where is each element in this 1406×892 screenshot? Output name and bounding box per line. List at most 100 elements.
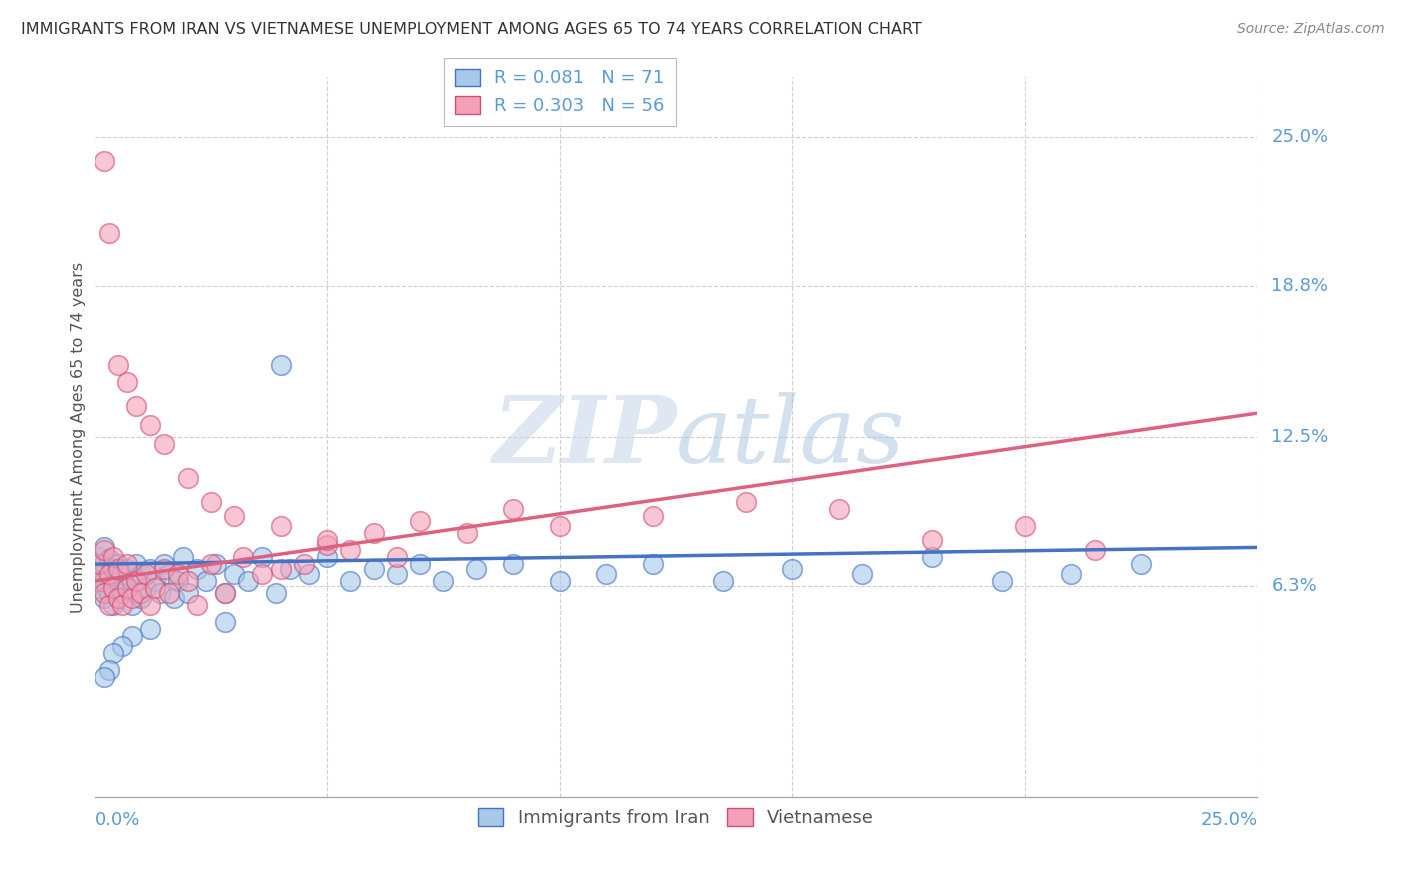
Point	[139, 562, 162, 576]
Point	[176, 574, 198, 588]
Text: 0.0%: 0.0%	[94, 811, 141, 830]
Point	[143, 574, 166, 588]
Point	[163, 591, 186, 605]
Text: 18.8%: 18.8%	[1271, 277, 1329, 295]
Point	[121, 591, 143, 605]
Point	[153, 437, 176, 451]
Point	[93, 541, 115, 555]
Point	[195, 574, 218, 588]
Point	[502, 558, 524, 572]
Point	[89, 558, 111, 572]
Point	[921, 549, 943, 564]
Point	[270, 562, 292, 576]
Point	[101, 646, 124, 660]
Point	[111, 598, 134, 612]
Point	[125, 399, 148, 413]
Point	[316, 533, 339, 548]
Point	[250, 549, 273, 564]
Point	[89, 574, 111, 588]
Point	[153, 558, 176, 572]
Text: atlas: atlas	[676, 392, 905, 482]
Point	[385, 549, 408, 564]
Point	[828, 502, 851, 516]
Point	[97, 227, 120, 241]
Point	[129, 591, 152, 605]
Point	[385, 566, 408, 581]
Point	[143, 581, 166, 595]
Point	[172, 549, 194, 564]
Point	[139, 598, 162, 612]
Point	[157, 566, 180, 581]
Point	[167, 574, 190, 588]
Point	[93, 574, 115, 588]
Point	[270, 358, 292, 372]
Point	[186, 598, 208, 612]
Point	[780, 562, 803, 576]
Point	[111, 639, 134, 653]
Point	[278, 562, 301, 576]
Point	[125, 574, 148, 588]
Point	[139, 622, 162, 636]
Point	[214, 615, 236, 629]
Point	[236, 574, 259, 588]
Point	[89, 581, 111, 595]
Point	[1014, 518, 1036, 533]
Point	[101, 562, 124, 576]
Point	[363, 562, 385, 576]
Point	[176, 586, 198, 600]
Point	[921, 533, 943, 548]
Point	[297, 566, 319, 581]
Point	[121, 629, 143, 643]
Point	[990, 574, 1012, 588]
Point	[107, 574, 129, 588]
Point	[115, 375, 138, 389]
Point	[204, 558, 226, 572]
Point	[93, 670, 115, 684]
Point	[214, 586, 236, 600]
Point	[711, 574, 734, 588]
Point	[107, 562, 129, 576]
Point	[101, 581, 124, 595]
Text: 12.5%: 12.5%	[1271, 428, 1329, 446]
Point	[93, 586, 115, 600]
Point	[121, 574, 143, 588]
Point	[292, 558, 315, 572]
Point	[339, 574, 361, 588]
Point	[200, 558, 222, 572]
Point	[851, 566, 873, 581]
Point	[93, 154, 115, 169]
Point	[548, 574, 571, 588]
Text: IMMIGRANTS FROM IRAN VS VIETNAMESE UNEMPLOYMENT AMONG AGES 65 TO 74 YEARS CORREL: IMMIGRANTS FROM IRAN VS VIETNAMESE UNEMP…	[21, 22, 922, 37]
Point	[157, 586, 180, 600]
Point	[1084, 542, 1107, 557]
Point	[135, 581, 157, 595]
Text: 25.0%: 25.0%	[1271, 128, 1329, 146]
Point	[167, 566, 190, 581]
Text: Source: ZipAtlas.com: Source: ZipAtlas.com	[1237, 22, 1385, 37]
Point	[97, 566, 120, 581]
Point	[214, 586, 236, 600]
Point	[121, 598, 143, 612]
Point	[115, 581, 138, 595]
Legend: Immigrants from Iran, Vietnamese: Immigrants from Iran, Vietnamese	[471, 801, 882, 835]
Text: 25.0%: 25.0%	[1201, 811, 1257, 830]
Point	[409, 514, 432, 528]
Point	[456, 526, 478, 541]
Point	[107, 558, 129, 572]
Point	[149, 586, 172, 600]
Point	[107, 591, 129, 605]
Text: 6.3%: 6.3%	[1271, 577, 1317, 595]
Point	[734, 495, 756, 509]
Point	[89, 549, 111, 564]
Point	[465, 562, 488, 576]
Point	[129, 566, 152, 581]
Point	[93, 542, 115, 557]
Point	[363, 526, 385, 541]
Point	[264, 586, 287, 600]
Point	[89, 566, 111, 581]
Point	[1060, 566, 1083, 581]
Point	[548, 518, 571, 533]
Point	[107, 591, 129, 605]
Point	[270, 518, 292, 533]
Point	[97, 569, 120, 583]
